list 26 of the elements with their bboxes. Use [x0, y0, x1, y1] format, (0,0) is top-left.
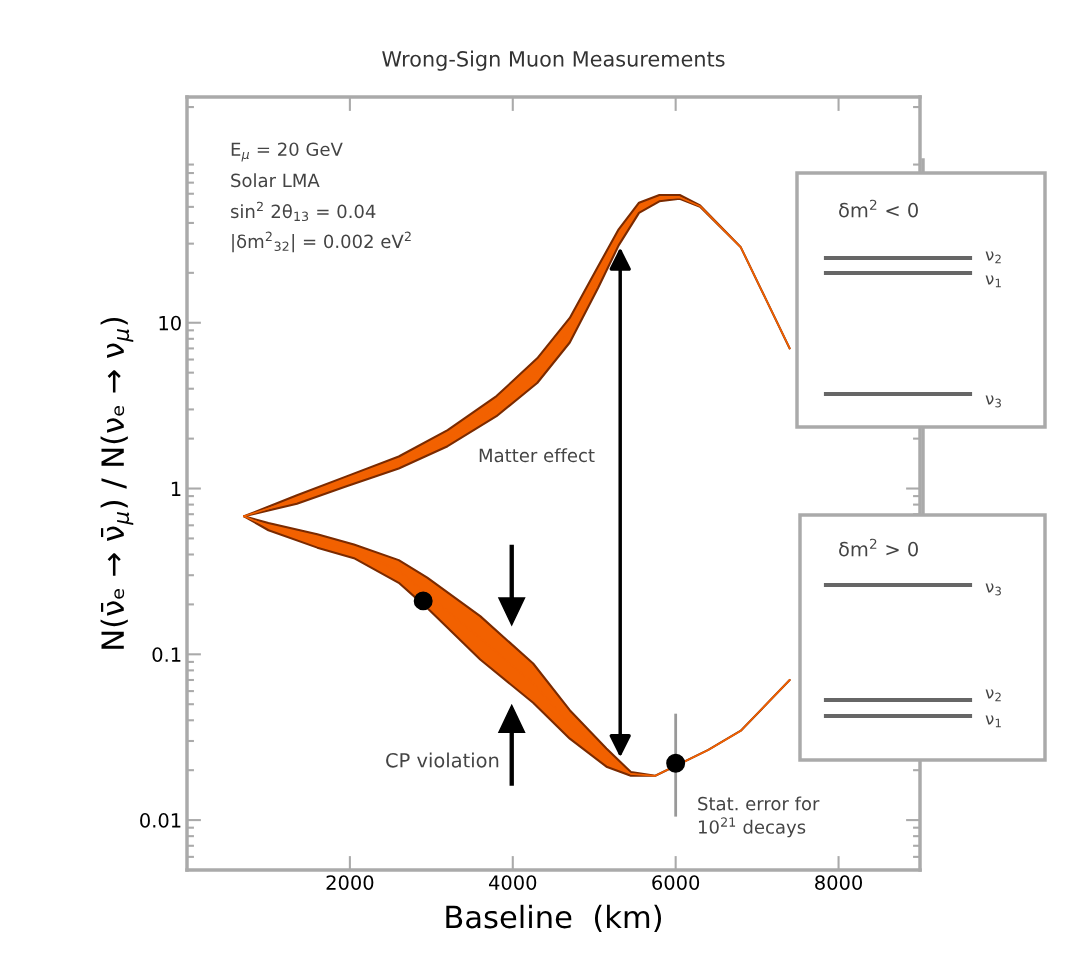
x-tick-label: 6000 — [652, 875, 700, 890]
text: ν$_{3}$ — [985, 395, 1001, 408]
annotation: |δm$^{2}$$_{32}$| = 0.002 eV$^{2}$ — [232, 231, 411, 253]
annotation: E$_{μ}$ = 20 GeV — [231, 142, 343, 162]
y-tick-label: 1 — [171, 481, 181, 496]
annotation: Solar LMA — [231, 173, 320, 188]
text: ν$_{2}$ — [985, 251, 1001, 264]
y-tick-label: 10 — [159, 315, 181, 331]
annotation: sin$^{2}$ 2θ$_{13}$ = 0.04 — [230, 201, 376, 222]
annotation: CP violation — [386, 752, 499, 768]
x-axis-title: Baseline (km) — [446, 904, 662, 933]
x-tick-label: 4000 — [488, 875, 537, 890]
x-tick-label: 2000 — [326, 875, 374, 890]
annotation: δm$^{2}$ > 0 — [839, 538, 918, 557]
chart-title: Wrong-Sign Muon Measurements — [382, 50, 725, 71]
text: ν$_{1}$ — [985, 715, 1001, 728]
y-tick-label: 0.01 — [140, 813, 181, 828]
text: ν$_{1}$ — [985, 275, 1001, 288]
annotation: Matter effect — [479, 448, 595, 463]
text: ν$_{3}$ — [985, 583, 1001, 596]
annotation: Stat. error for 10$^{21}$ decays — [698, 796, 820, 838]
y-axis-title: N(ν̄ₑ → ν̄$_{μ}$) / N(νₑ → ν$_{μ}$) — [100, 317, 134, 649]
x-tick-label: 8000 — [815, 875, 863, 890]
text: ν$_{2}$ — [985, 689, 1001, 702]
y-tick-label: 0.1 — [152, 647, 181, 662]
annotation: δm$^{2}$ < 0 — [839, 199, 918, 218]
